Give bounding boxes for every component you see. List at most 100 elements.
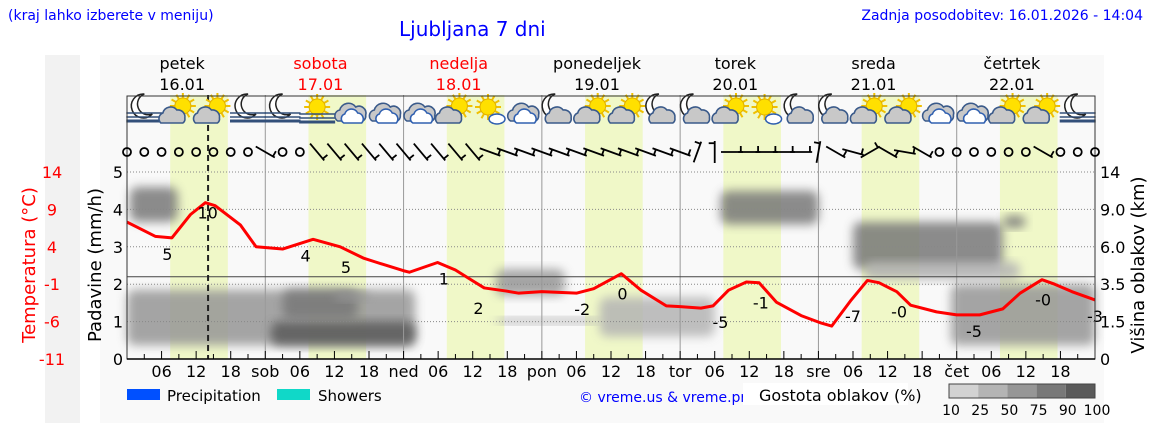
temperature-label: 2 (473, 299, 483, 318)
left-panel (45, 55, 80, 423)
wind-barb-shaft (343, 142, 360, 162)
temperature-tick: 14 (42, 163, 62, 182)
density-title-bg (743, 383, 908, 405)
wind-barb-tick (583, 149, 588, 156)
weather-icon-sun-cloud (573, 93, 611, 124)
location-hint: (kraj lahko izberete v meniju) (8, 8, 214, 24)
wind-barb-tick (497, 149, 502, 156)
wind-barb-tick (652, 149, 657, 156)
sun-ray (185, 112, 191, 118)
cloud-icon (849, 106, 878, 124)
wind-barb-shaft (479, 147, 501, 157)
cloud-icon (513, 108, 537, 124)
cloud-height-tick: 3.5 (1100, 275, 1125, 294)
sun-ray (742, 98, 748, 103)
sun-ray (770, 110, 777, 115)
precipitation-legend-swatch (127, 389, 160, 400)
density-legend-title: Gostota oblakov (%) (759, 386, 922, 405)
x-hour-label: 06 (428, 362, 448, 381)
calm-wind-icon (243, 147, 253, 157)
wind-barb-shaft (617, 147, 639, 157)
cloud-icon (884, 106, 912, 124)
cloud-layer (495, 269, 565, 296)
last-updated: Zadnja posodobitev: 16.01.2026 - 14:04 (861, 8, 1143, 24)
wind-barb-icon (708, 141, 716, 163)
wind-barb-tick (272, 150, 277, 157)
x-hour-label: 18 (359, 362, 379, 381)
temperature-label: 4 (301, 246, 311, 265)
density-colorbar (948, 383, 1096, 399)
copyright-link[interactable]: © vreme.us & vreme.pro (579, 390, 754, 406)
calm-wind-icon (225, 147, 236, 157)
wind-barb-tick (1049, 150, 1055, 157)
sun-ray (1015, 94, 1020, 100)
wind-barb-tick (618, 149, 623, 156)
moon-icon (268, 93, 292, 119)
sun-ray (638, 109, 645, 114)
cloud-layer (1002, 215, 1026, 229)
wind-barb-tick (566, 149, 571, 156)
daylight-band (723, 95, 781, 359)
wind-barb-shaft (513, 147, 536, 157)
sun-icon (308, 98, 326, 116)
calm-wind-icon (934, 147, 945, 157)
wind-barb-shaft (395, 142, 412, 162)
weather-icon-sun-cloud (884, 93, 922, 124)
sun-ray (305, 99, 311, 104)
cloud-icon (158, 106, 186, 124)
sun-ray (604, 109, 610, 114)
sun-ray (223, 98, 230, 103)
temperature-tick: -6 (44, 313, 60, 332)
wind-barb-icon (860, 141, 881, 159)
x-hour-label: 18 (497, 362, 517, 381)
sun-ray (1005, 94, 1010, 100)
wind-barb-icon (565, 147, 588, 157)
sun-ray (638, 98, 645, 103)
density-tick: 50 (1000, 403, 1018, 419)
wind-barb-shaft (692, 141, 703, 163)
wind-barb-icon (600, 147, 623, 157)
wind-barb-icon (1033, 145, 1055, 159)
density-tick: 10 (942, 403, 960, 419)
weather-icon-moon-cloud (818, 93, 849, 124)
sun-ray (915, 98, 921, 103)
sun-ray (770, 99, 777, 104)
weather-icon-sun-cloud (607, 93, 646, 124)
wind-barb-shaft (893, 149, 916, 155)
daylight-band (446, 95, 505, 359)
temperature-label: -0 (1035, 291, 1051, 310)
wind-barb-icon (548, 147, 571, 157)
sun-ray (185, 94, 191, 100)
sun-ray (752, 110, 759, 115)
x-day-label: sre (806, 362, 830, 381)
wind-barb-icon (813, 141, 822, 163)
wind-barb-shaft (309, 142, 325, 162)
sun-ray (171, 98, 177, 103)
cloud-layer (864, 261, 1021, 280)
weather-icon-cloud (403, 102, 436, 124)
wind-barb-shaft (1033, 145, 1054, 159)
small-cloud-icon (764, 113, 783, 125)
sun-ray (462, 112, 467, 118)
cloud-icon (544, 106, 573, 124)
wind-barb-shaft (548, 147, 570, 157)
weather-icon-cloud (956, 102, 990, 124)
sun-ray (462, 94, 467, 100)
temperature-label: 0 (617, 285, 627, 304)
calm-wind-icon (208, 147, 219, 157)
weather-icon-cloud (368, 102, 402, 124)
temperature-label: -1 (753, 294, 769, 313)
wind-barb-shaft (842, 148, 864, 156)
sun-ray (635, 94, 640, 100)
sun-ray (880, 98, 887, 103)
x-day-label: pon (527, 362, 557, 381)
temperature-label: -5 (712, 313, 728, 332)
calm-wind-icon (191, 147, 202, 157)
sun-ray (465, 109, 472, 114)
wind-barb-tick (687, 149, 692, 156)
sun-ray (323, 99, 329, 104)
sun-ray (624, 94, 630, 100)
sun-ray (757, 113, 762, 119)
sun-ray (635, 112, 640, 118)
wind-barb-shaft (825, 145, 846, 159)
